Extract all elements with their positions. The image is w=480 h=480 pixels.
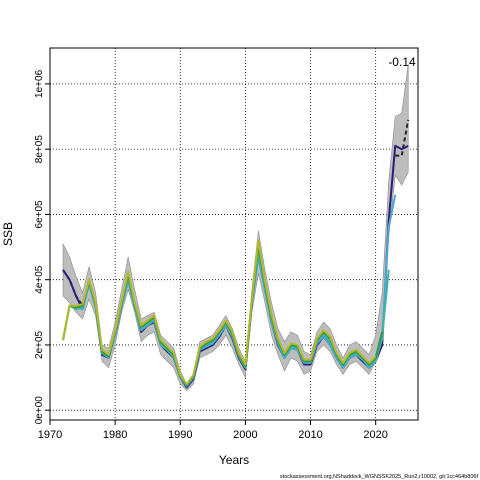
y-tick-label: 8e+05	[34, 135, 45, 164]
series-line-1	[395, 119, 410, 157]
plot-frame	[49, 47, 419, 421]
y-tick-label: 0e+00	[34, 396, 45, 425]
x-axis-label: Years	[219, 453, 249, 467]
x-tick-label: 1990	[168, 429, 192, 441]
series-line-5	[62, 244, 384, 386]
series-lines	[62, 119, 410, 389]
y-axis-label: SSB	[1, 222, 15, 246]
y-tick-label: 4e+05	[34, 265, 45, 294]
y-tick-label: 1e+06	[34, 69, 45, 98]
x-axis-ticks: 1970 1980 1990 2000 2010 2020	[38, 420, 388, 441]
y-tick-label: 2e+05	[34, 330, 45, 359]
y-axis-ticks: 0e+00 2e+05 4e+05 6e+05 8e+05 1e+06	[34, 69, 50, 424]
x-tick-label: 1980	[103, 429, 127, 441]
x-tick-label: 2010	[298, 429, 322, 441]
series-line-6	[62, 239, 377, 386]
change-annotation: -0.14	[388, 55, 416, 69]
x-tick-label: 2020	[363, 429, 387, 441]
x-tick-label: 1970	[38, 429, 62, 441]
x-tick-label: 2000	[233, 429, 257, 441]
y-tick-label: 6e+05	[34, 200, 45, 229]
footer-source-text: stockassessment.org,NShaddock_WGNSSK2025…	[280, 474, 479, 480]
